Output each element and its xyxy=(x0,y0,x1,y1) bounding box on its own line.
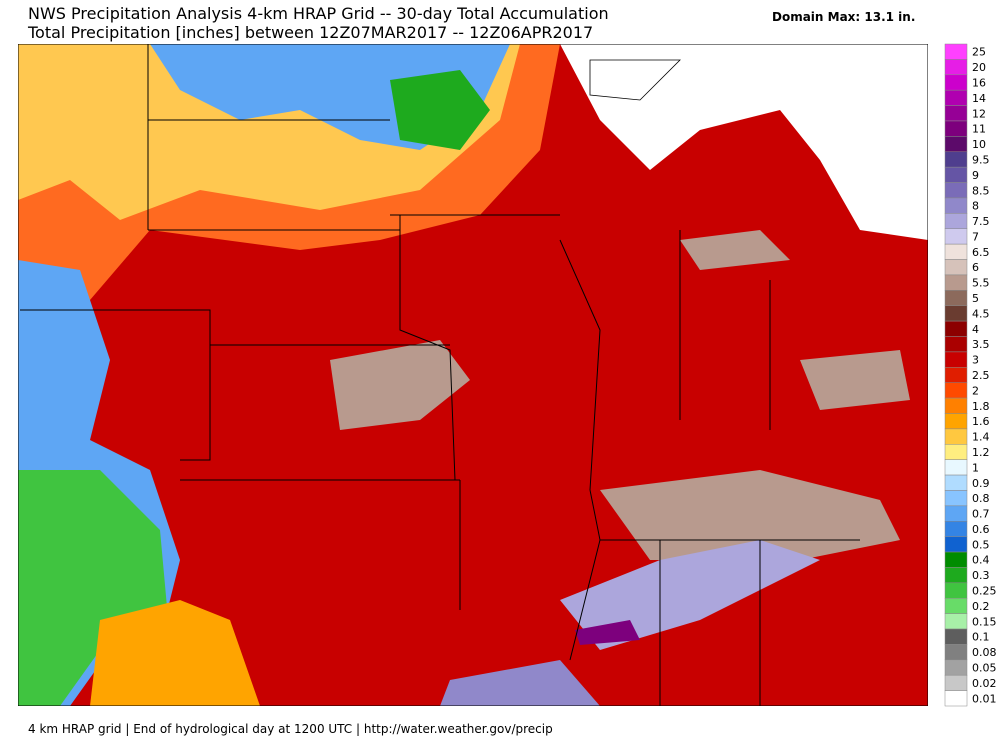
legend-label: 11 xyxy=(972,123,986,136)
legend-label: 8.5 xyxy=(972,184,990,197)
legend-label: 9.5 xyxy=(972,153,990,166)
legend-label: 5.5 xyxy=(972,277,990,290)
legend-swatch xyxy=(944,459,968,476)
legend-swatch xyxy=(944,367,968,383)
legend-swatch xyxy=(944,505,968,522)
legend-swatch xyxy=(944,290,968,306)
legend-label: 7 xyxy=(972,230,979,243)
legend-swatch xyxy=(944,213,968,229)
footer: 4 km HRAP grid | End of hydrological day… xyxy=(28,722,553,736)
legend-label: 1.4 xyxy=(972,431,990,444)
legend-swatch xyxy=(944,567,968,584)
legend-swatch xyxy=(944,336,968,353)
legend-label: 0.3 xyxy=(972,569,990,582)
legend-swatch xyxy=(944,136,968,153)
legend-label: 14 xyxy=(972,92,986,105)
legend-label: 20 xyxy=(972,61,986,74)
legend-swatch xyxy=(944,59,968,76)
legend-label: 1 xyxy=(972,461,979,474)
legend-label: 0.05 xyxy=(972,662,997,675)
legend-label: 0.6 xyxy=(972,523,990,536)
title: NWS Precipitation Analysis 4-km HRAP Gri… xyxy=(28,4,609,23)
legend-label: 0.08 xyxy=(972,646,997,659)
legend-label: 0.8 xyxy=(972,492,990,505)
legend-label: 25 xyxy=(972,46,986,59)
legend-swatch xyxy=(944,382,968,399)
legend-label: 1.2 xyxy=(972,446,990,459)
legend-label: 0.7 xyxy=(972,508,990,521)
legend-label: 16 xyxy=(972,76,986,89)
legend-swatch xyxy=(944,43,968,60)
legend-swatch xyxy=(944,674,968,691)
legend-swatch xyxy=(944,444,968,460)
legend-swatch xyxy=(944,320,968,337)
legend-swatch xyxy=(944,105,968,122)
legend-label: 0.4 xyxy=(972,554,990,567)
legend-swatch xyxy=(944,582,968,599)
legend-label: 8 xyxy=(972,200,979,213)
legend-label: 7.5 xyxy=(972,215,990,228)
legend-label: 0.5 xyxy=(972,538,990,551)
map xyxy=(18,44,928,706)
legend-swatch xyxy=(944,197,968,214)
legend-swatch xyxy=(944,182,968,199)
legend-label: 0.1 xyxy=(972,631,990,644)
legend-swatch xyxy=(944,551,968,568)
subtitle: Total Precipitation [inches] between 12Z… xyxy=(27,23,593,42)
color-legend: 252016141211109.598.587.576.565.554.543.… xyxy=(944,43,997,707)
legend-swatch xyxy=(944,474,968,491)
legend-swatch xyxy=(944,490,968,507)
legend-label: 2 xyxy=(972,384,979,397)
legend-label: 9 xyxy=(972,169,979,182)
legend-label: 1.6 xyxy=(972,415,990,428)
legend-label: 4.5 xyxy=(972,307,990,320)
legend-label: 1.8 xyxy=(972,400,990,413)
legend-label: 10 xyxy=(972,138,986,151)
domain-max: Domain Max: 13.1 in. xyxy=(772,10,915,24)
legend-label: 0.9 xyxy=(972,477,990,490)
legend-label: 0.02 xyxy=(972,677,997,690)
legend-label: 6.5 xyxy=(972,246,990,259)
legend-label: 0.25 xyxy=(972,585,997,598)
legend-swatch xyxy=(944,305,968,322)
legend-swatch xyxy=(944,521,968,537)
legend-swatch xyxy=(944,243,968,260)
legend-swatch xyxy=(944,151,968,168)
legend-label: 3 xyxy=(972,354,979,367)
legend-swatch xyxy=(944,428,968,445)
legend-swatch xyxy=(944,120,968,137)
legend-swatch xyxy=(944,690,968,707)
legend-swatch xyxy=(944,659,968,676)
legend-label: 0.2 xyxy=(972,600,990,613)
legend-swatch xyxy=(944,166,968,183)
legend-swatch xyxy=(944,274,968,291)
legend-label: 0.01 xyxy=(972,692,997,705)
legend-swatch xyxy=(944,228,968,245)
legend-label: 0.15 xyxy=(972,615,997,628)
legend-swatch xyxy=(944,628,968,645)
legend-swatch xyxy=(944,74,968,91)
legend-label: 12 xyxy=(972,107,986,120)
legend-swatch xyxy=(944,644,968,661)
legend-swatch xyxy=(944,613,968,630)
legend-swatch xyxy=(944,259,968,276)
legend-swatch xyxy=(944,536,968,553)
legend-swatch xyxy=(944,597,968,614)
legend-label: 2.5 xyxy=(972,369,990,382)
legend-swatch xyxy=(944,413,968,430)
legend-label: 4 xyxy=(972,323,979,336)
legend-swatch xyxy=(944,89,968,106)
legend-swatch xyxy=(944,397,968,414)
legend-label: 6 xyxy=(972,261,979,274)
legend-swatch xyxy=(944,351,968,368)
legend-label: 5 xyxy=(972,292,979,305)
legend-label: 3.5 xyxy=(972,338,990,351)
